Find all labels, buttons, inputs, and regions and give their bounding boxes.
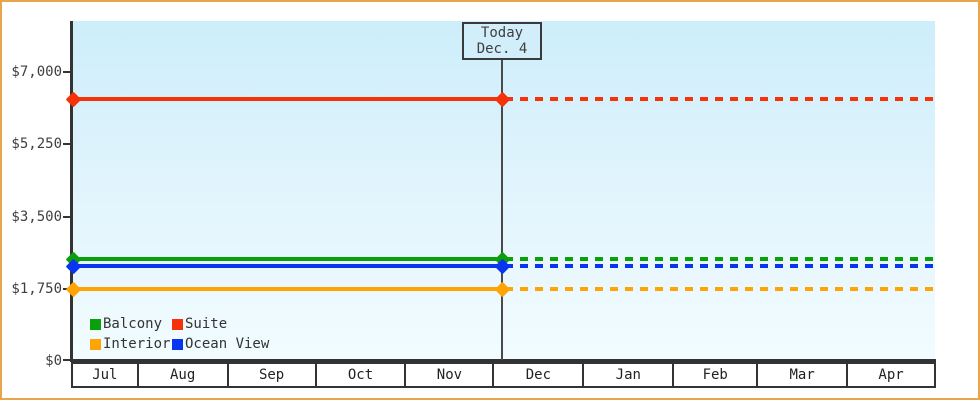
y-tick-label: $3,500 bbox=[11, 209, 62, 225]
series-line-interior-solid bbox=[73, 287, 502, 291]
month-label: Dec bbox=[525, 367, 552, 383]
legend-label-oceanview: Ocean View bbox=[185, 336, 270, 352]
month-label: Aug bbox=[170, 367, 196, 383]
legend-item-balcony: Balcony bbox=[90, 314, 172, 334]
today-annotation-box: Today Dec. 4 bbox=[462, 22, 542, 60]
month-cell-apr: Apr bbox=[848, 364, 934, 386]
series-line-balcony-dashed bbox=[505, 257, 935, 261]
month-cell-sep: Sep bbox=[229, 364, 317, 386]
series-line-oceanview-dashed bbox=[505, 264, 935, 268]
legend-item-suite: Suite bbox=[172, 314, 269, 334]
series-line-interior-dashed bbox=[505, 287, 935, 291]
legend: Balcony Suite Interior Ocean View bbox=[90, 314, 269, 354]
series-line-suite-solid bbox=[73, 97, 502, 101]
month-label: Apr bbox=[878, 367, 904, 383]
month-cell-jan: Jan bbox=[584, 364, 675, 386]
month-label: Jul bbox=[92, 367, 118, 383]
month-cell-jul: Jul bbox=[73, 364, 139, 386]
ocean-view-swatch-icon bbox=[172, 338, 183, 350]
today-label: Today bbox=[480, 25, 524, 41]
month-label: Oct bbox=[347, 367, 374, 383]
y-axis bbox=[70, 21, 73, 362]
legend-label-suite: Suite bbox=[185, 316, 228, 332]
y-tick-label: $1,750 bbox=[11, 281, 62, 297]
today-vertical-line bbox=[501, 59, 503, 360]
suite-swatch-icon bbox=[172, 318, 183, 330]
series-line-oceanview-solid bbox=[73, 264, 502, 268]
plot-area bbox=[73, 21, 935, 360]
month-label: Jan bbox=[615, 367, 641, 383]
month-label: Feb bbox=[702, 367, 728, 383]
month-cell-aug: Aug bbox=[139, 364, 229, 386]
month-cell-oct: Oct bbox=[317, 364, 407, 386]
balcony-swatch-icon bbox=[90, 318, 101, 330]
legend-item-oceanview: Ocean View bbox=[172, 334, 269, 354]
series-line-suite-dashed bbox=[505, 97, 935, 101]
month-cell-nov: Nov bbox=[406, 364, 495, 386]
legend-label-balcony: Balcony bbox=[103, 316, 163, 332]
y-tick-label: $5,250 bbox=[11, 136, 62, 152]
y-tick-3500 bbox=[63, 216, 72, 218]
y-tick-7000 bbox=[63, 71, 72, 73]
today-date: Dec. 4 bbox=[476, 41, 528, 57]
y-tick-label: $0 bbox=[45, 353, 62, 369]
series-line-balcony-solid bbox=[73, 257, 502, 261]
month-label: Mar bbox=[789, 367, 815, 383]
y-tick-5250 bbox=[63, 143, 72, 145]
month-cell-dec: Dec bbox=[494, 364, 585, 386]
month-label: Nov bbox=[436, 367, 463, 383]
legend-item-interior: Interior bbox=[90, 334, 172, 354]
x-axis bbox=[70, 359, 936, 362]
y-tick-label: $7,000 bbox=[11, 64, 62, 80]
month-cell-mar: Mar bbox=[758, 364, 849, 386]
month-axis: Jul Aug Sep Oct Nov Dec Jan Feb Mar Apr bbox=[71, 362, 936, 388]
y-tick-0 bbox=[63, 359, 72, 361]
month-label: Sep bbox=[258, 367, 285, 383]
legend-label-interior: Interior bbox=[103, 336, 171, 352]
month-cell-feb: Feb bbox=[674, 364, 759, 386]
interior-swatch-icon bbox=[90, 338, 101, 350]
